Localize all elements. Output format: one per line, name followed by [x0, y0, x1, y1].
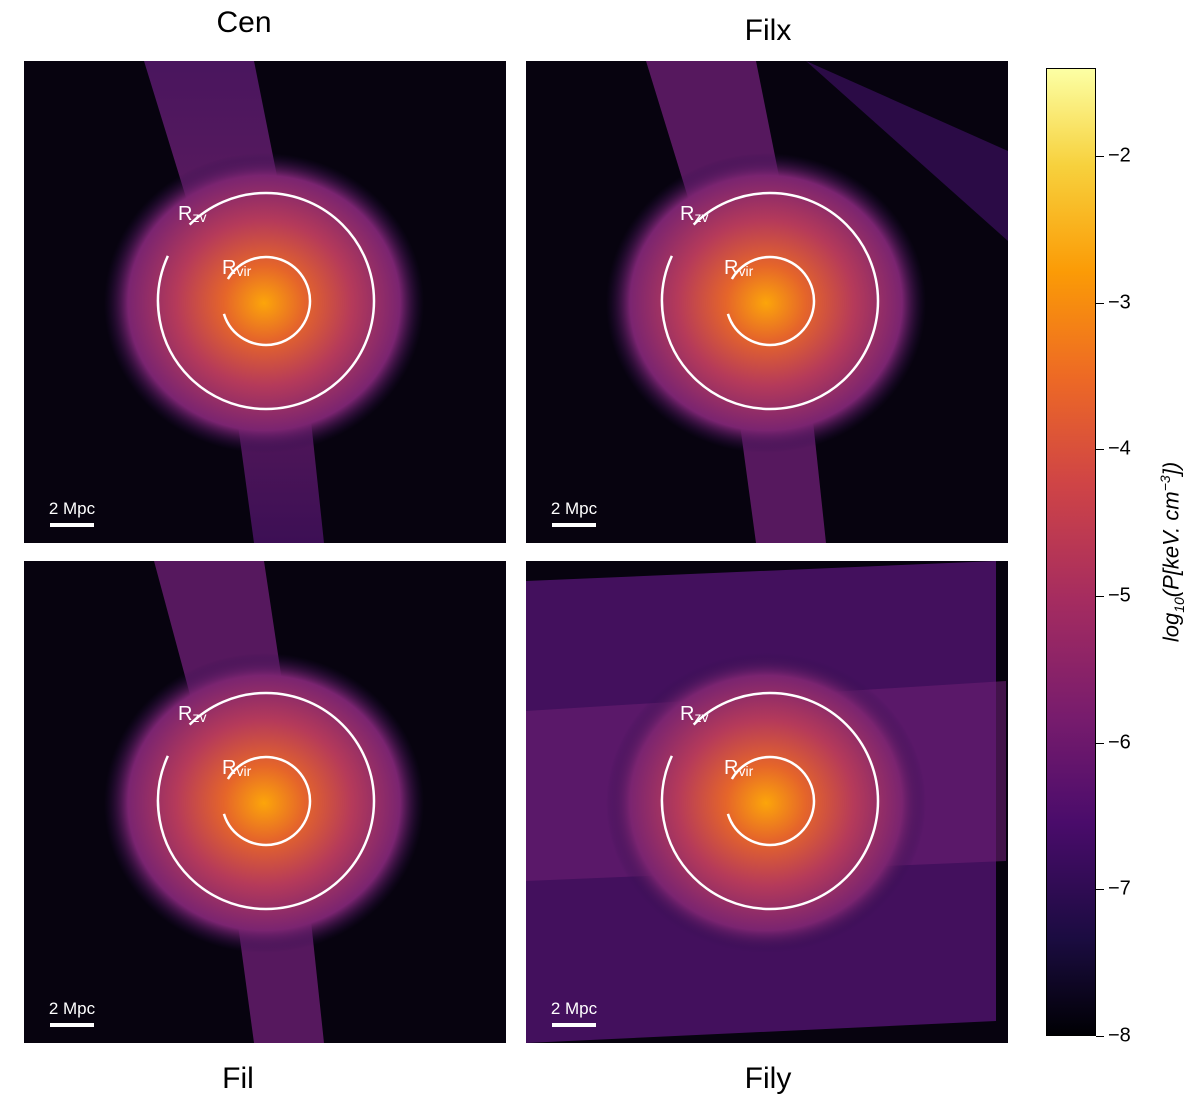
- colorbar: [1046, 68, 1096, 1036]
- label-r-vir: Rvir: [724, 257, 754, 279]
- pressure-map-cen: [24, 61, 506, 543]
- pressure-map-fil: [24, 561, 506, 1043]
- scale-bar-line: [552, 1023, 596, 1027]
- label-r-vir: Rvir: [222, 257, 252, 279]
- label-r-zv: Rzv: [680, 203, 709, 225]
- colorbar-tick: [1096, 596, 1104, 597]
- pressure-map-fily: [526, 561, 1008, 1043]
- scale-bar-label: 2 Mpc: [48, 999, 96, 1018]
- colorbar-tick-label: −5: [1108, 584, 1131, 607]
- colorbar-tick: [1096, 302, 1104, 304]
- scale-bar-label: 2 Mpc: [550, 999, 598, 1018]
- panel-title-fil: Fil: [222, 1062, 254, 1095]
- label-r-zv: Rzv: [178, 203, 207, 225]
- scale-bar: 2 Mpc: [44, 499, 100, 527]
- colorbar-tick: [1096, 1036, 1104, 1037]
- colorbar-tick-label: −2: [1108, 144, 1131, 167]
- colorbar-label: log10(P[keV. cm−3]): [1157, 461, 1187, 643]
- panel-title-cen: Cen: [216, 6, 272, 39]
- colorbar-tick-label: −6: [1108, 731, 1131, 754]
- panel-cen: Rzv Rvir 2 Mpc: [24, 61, 506, 543]
- scale-bar-label: 2 Mpc: [48, 499, 96, 518]
- scale-bar-line: [552, 523, 596, 527]
- colorbar-tick: [1096, 156, 1104, 157]
- label-r-zv: Rzv: [680, 703, 709, 725]
- scale-bar-line: [50, 1023, 94, 1027]
- label-r-vir: Rvir: [724, 757, 754, 779]
- scale-bar: 2 Mpc: [546, 999, 602, 1027]
- scale-bar: 2 Mpc: [44, 999, 100, 1027]
- panel-fil: Rzv Rvir 2 Mpc: [24, 561, 506, 1043]
- colorbar-tick-label: −7: [1108, 877, 1131, 900]
- panel-title-filx: Filx: [744, 14, 792, 47]
- colorbar-tick-label: −3: [1108, 291, 1131, 314]
- label-r-vir: Rvir: [222, 757, 252, 779]
- scale-bar: 2 Mpc: [546, 499, 602, 527]
- colorbar-tick: [1096, 449, 1104, 451]
- colorbar-tick: [1096, 742, 1104, 744]
- label-r-zv: Rzv: [178, 703, 207, 725]
- pressure-map-filx: [526, 61, 1008, 543]
- scale-bar-line: [50, 523, 94, 527]
- colorbar-tick-label: −4: [1108, 437, 1131, 460]
- scale-bar-label: 2 Mpc: [550, 499, 598, 518]
- colorbar-tick-label: −8: [1108, 1024, 1131, 1047]
- panel-title-fily: Fily: [744, 1062, 792, 1095]
- colorbar-tick: [1096, 889, 1104, 891]
- panel-fily: Rzv Rvir 2 Mpc: [526, 561, 1008, 1043]
- panel-filx: Rzv Rvir 2 Mpc: [526, 61, 1008, 543]
